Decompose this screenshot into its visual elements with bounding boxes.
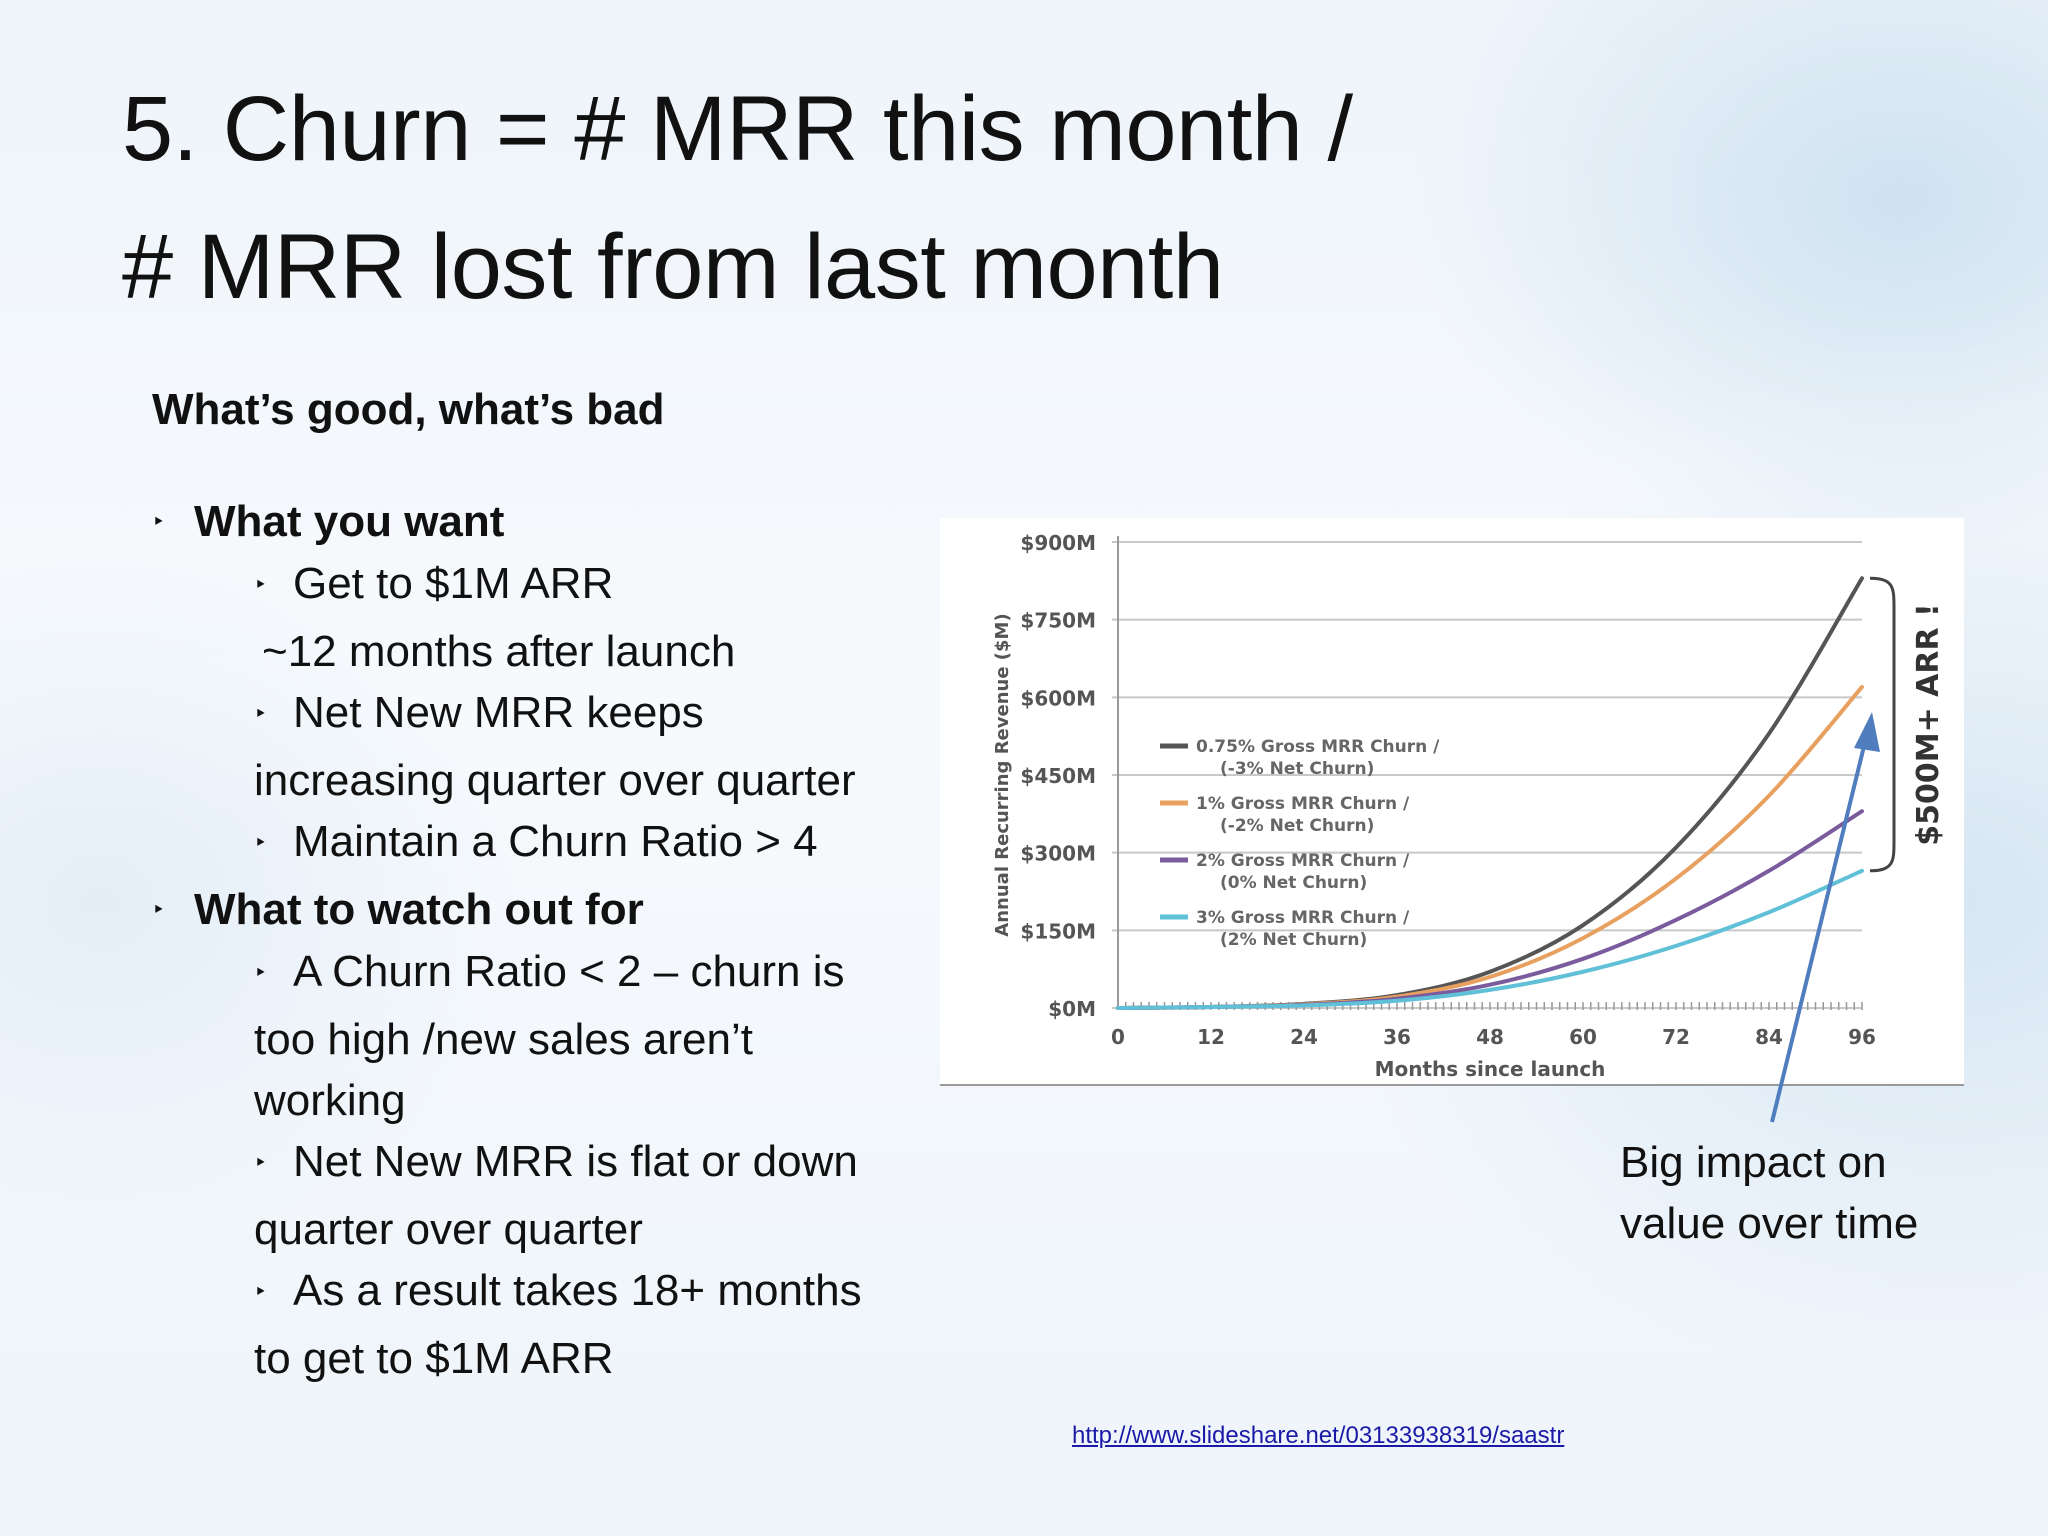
legend-label: 3% Gross MRR Churn / <box>1196 908 1410 928</box>
legend-label-line2: (-2% Net Churn) <box>1220 816 1374 836</box>
x-tick-label: 60 <box>1569 1025 1597 1049</box>
legend-label-line2: (-3% Net Churn) <box>1220 759 1374 779</box>
want-item: ‣ Maintain a Churn Ratio > 4 <box>254 811 914 879</box>
watch-heading: What to watch out for <box>194 885 644 934</box>
want-item-continuation: ~12 months after launch <box>262 627 736 676</box>
bullet-what-to-watch: ‣ What to watch out for <box>152 879 932 941</box>
y-tick-label: $750M <box>1020 609 1096 633</box>
arr-chart: $0M $150M $300M $450M $600M $750M $900M 0 12 24 36… <box>992 531 1946 1081</box>
x-tick-label: 72 <box>1662 1025 1690 1049</box>
legend-label: 0.75% Gross MRR Churn / <box>1196 737 1440 757</box>
chart-panel: $0M $150M $300M $450M $600M $750M $900M 0 12 24 36… <box>940 518 1964 1086</box>
watch-item-text: Net New MRR is flat or down <box>292 1137 858 1186</box>
bullet-marker: ‣ <box>152 509 165 534</box>
want-item-text: Net New MRR keeps <box>292 688 704 737</box>
want-item: ‣ Get to $1M ARR <box>254 553 914 621</box>
y-axis-label: Annual Recurring Revenue ($M) <box>992 613 1013 936</box>
y-tick-label: $600M <box>1020 686 1096 710</box>
legend-label: 1% Gross MRR Churn / <box>1196 794 1410 814</box>
bullet-what-you-want: ‣ What you want <box>152 491 932 553</box>
want-item-continuation: increasing quarter over quarter <box>254 756 856 805</box>
x-tick-label: 84 <box>1755 1025 1783 1049</box>
x-tick-label: 36 <box>1383 1025 1411 1049</box>
x-tick-label: 48 <box>1476 1025 1504 1049</box>
watch-item-text: A Churn Ratio < 2 – churn is <box>292 947 845 996</box>
watch-item-continuation: too high /new sales aren’t <box>254 1015 753 1064</box>
x-tick-label: 96 <box>1848 1025 1876 1049</box>
want-item: ‣ Net New MRR keeps <box>254 682 914 750</box>
bullet-marker: ‣ <box>254 1279 267 1304</box>
y-tick-label: $900M <box>1020 531 1096 555</box>
source-link[interactable]: http://www.slideshare.net/03133938319/sa… <box>1072 1422 1565 1449</box>
title-line-2: # MRR lost from last month <box>122 216 1224 318</box>
y-tick-label: $150M <box>1020 919 1096 943</box>
watch-item-text: As a result takes 18+ months <box>292 1266 862 1315</box>
want-item-text: Get to $1M ARR <box>292 559 614 608</box>
x-axis-label: Months since launch <box>1375 1057 1606 1081</box>
bullet-marker: ‣ <box>254 1150 267 1175</box>
watch-item-continuation: quarter over quarter <box>254 1205 643 1254</box>
title-line-1: 5. Churn = # MRR this month / <box>122 78 1353 180</box>
legend-label-line2: (2% Net Churn) <box>1220 930 1367 950</box>
watch-item: ‣ A Churn Ratio < 2 – churn is <box>254 941 914 1009</box>
x-tick-label: 0 <box>1111 1025 1125 1049</box>
watch-item-continuation: working <box>254 1076 406 1125</box>
legend-label: 2% Gross MRR Churn / <box>1196 851 1410 871</box>
want-heading: What you want <box>194 497 505 546</box>
watch-item-continuation: to get to $1M ARR <box>254 1334 614 1383</box>
bullet-marker: ‣ <box>254 830 267 855</box>
x-tick-label: 12 <box>1197 1025 1225 1049</box>
watch-item: ‣ Net New MRR is flat or down <box>254 1131 914 1199</box>
bracket <box>1869 576 1896 873</box>
bullet-marker: ‣ <box>152 897 165 922</box>
series-line-4 <box>1116 868 1864 1010</box>
watch-item: ‣ As a result takes 18+ months <box>254 1260 914 1328</box>
chart-annotation: $500M+ ARR ! <box>1911 603 1946 845</box>
text-body: What’s good, what’s bad ‣ What you want … <box>152 385 932 1389</box>
chart-divider <box>940 1084 1964 1086</box>
series-line-2 <box>1116 684 1864 1010</box>
callout-text: Big impact on value over time <box>1620 1138 1919 1248</box>
y-tick-label: $300M <box>1020 842 1096 866</box>
bullet-marker: ‣ <box>254 572 267 597</box>
bullet-marker: ‣ <box>254 701 267 726</box>
slide-title: 5. Churn = # MRR this month / # MRR lost… <box>122 60 1682 336</box>
x-tick-label: 24 <box>1290 1025 1318 1049</box>
section-heading: What’s good, what’s bad <box>152 385 665 434</box>
want-item-text: Maintain a Churn Ratio > 4 <box>292 817 818 866</box>
legend-label-line2: (0% Net Churn) <box>1220 873 1367 893</box>
y-tick-label: $450M <box>1020 764 1096 788</box>
y-tick-label: $0M <box>1048 997 1096 1021</box>
bullet-marker: ‣ <box>254 960 267 985</box>
